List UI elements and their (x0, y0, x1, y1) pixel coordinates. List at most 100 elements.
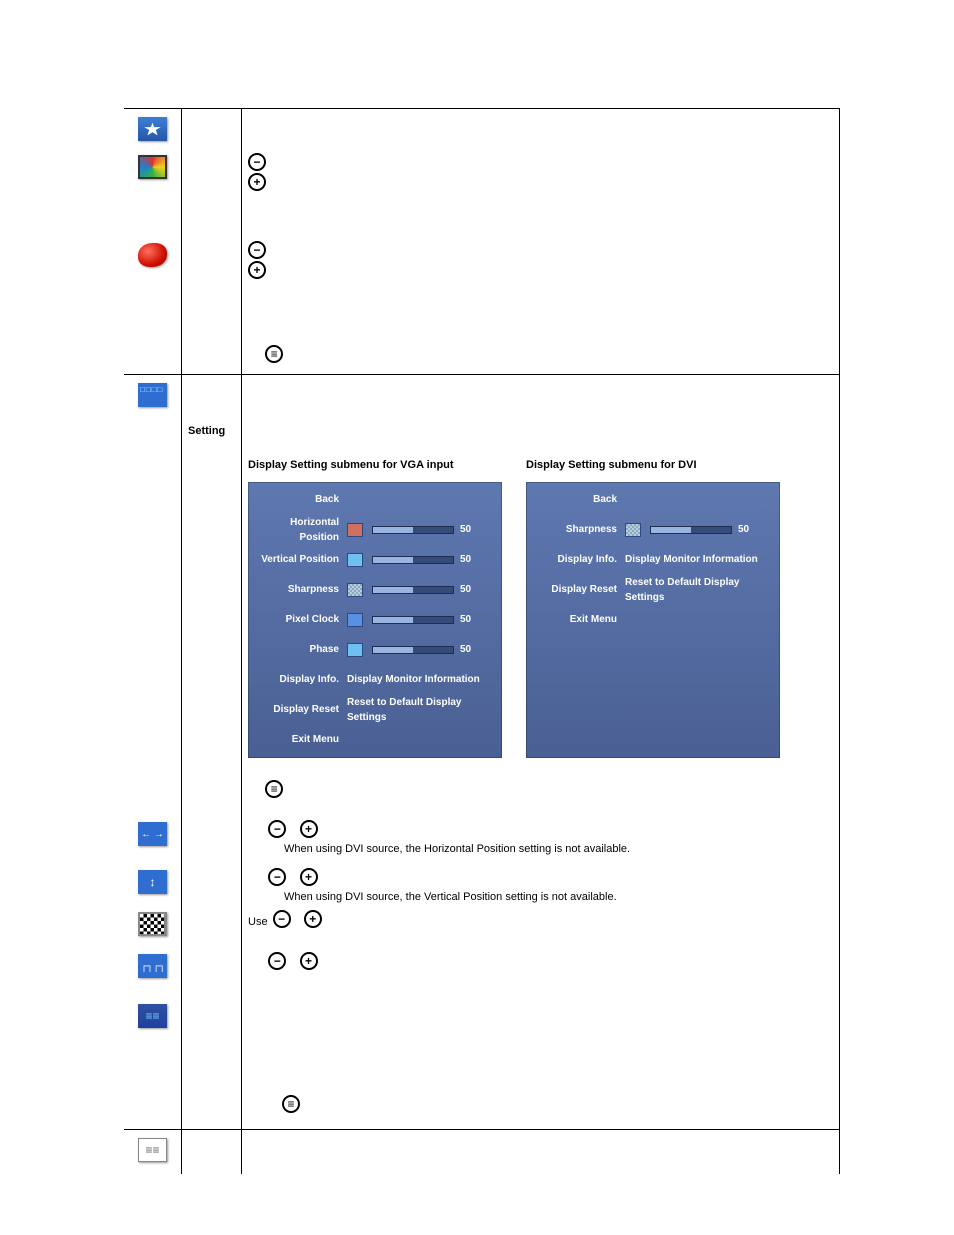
cell-icon (124, 147, 182, 235)
minus-dial-icon (248, 153, 266, 171)
cell-label (182, 996, 242, 1129)
submenu-titles: Display Setting submenu for VGA input Di… (248, 457, 833, 474)
osd-row[interactable]: Display Info.Display Monitor Information (529, 545, 777, 575)
pixel-clock-icon (138, 954, 167, 978)
osd-row-text: Display Monitor Information (347, 672, 499, 687)
phase-icon (138, 1004, 167, 1028)
osd-row-label: Back (529, 492, 625, 507)
cell-label (182, 946, 242, 996)
osd-row-label: Exit Menu (251, 732, 347, 747)
osd-slider[interactable] (372, 646, 454, 654)
osd-row-text: Display Monitor Information (625, 552, 777, 567)
cell-content (242, 235, 839, 325)
hpos-dvi-note: When using DVI source, the Horizontal Po… (248, 843, 630, 855)
menu-dial-icon (282, 1095, 300, 1113)
osd-row[interactable]: Phase50 (251, 635, 499, 665)
cell-icon (124, 862, 182, 904)
osd-slider[interactable] (372, 526, 454, 534)
osd-slider[interactable] (372, 556, 454, 564)
cell-label (182, 235, 242, 325)
osd-row[interactable]: Pixel Clock50 (251, 605, 499, 635)
cell-content (242, 147, 839, 235)
red-mini-icon (347, 523, 363, 537)
cell-content (242, 375, 839, 419)
cell-label (182, 325, 242, 374)
osd-row-text: Reset to Default Display Settings (625, 575, 777, 605)
grid-mini-icon (347, 583, 363, 597)
grid-mini-icon (625, 523, 641, 537)
osd-row[interactable]: Horizontal Position50 (251, 515, 499, 545)
plus-dial-icon (248, 173, 266, 191)
cell-icon (124, 235, 182, 325)
hue-icon (138, 243, 167, 267)
osd-panels: Back Horizontal Position50Vertical Positi… (248, 482, 833, 758)
osd-row[interactable]: Vertical Position50 (251, 545, 499, 575)
osd-row[interactable]: Display Info.Display Monitor Information (251, 665, 499, 695)
row-phase (124, 996, 839, 1130)
minus-plus-dial-icon (248, 241, 266, 279)
plus-dial-icon (300, 820, 318, 838)
cell-icon (124, 325, 182, 374)
osd-slider[interactable] (372, 586, 454, 594)
cell-label (182, 1130, 242, 1174)
osd-row-label: Back (251, 492, 347, 507)
row-vpos: When using DVI source, the Vertical Posi… (124, 862, 839, 904)
row-auto-adjust (124, 109, 839, 147)
osd-row[interactable]: Display ResetReset to Default Display Se… (251, 695, 499, 725)
osd-row-label: Pixel Clock (251, 612, 347, 627)
osd-slider-value: 50 (460, 552, 482, 567)
color-wheel-icon (138, 155, 167, 179)
cell-icon (124, 109, 182, 147)
osd-row-label: Display Reset (251, 702, 347, 717)
osd-row[interactable]: Sharpness50 (251, 575, 499, 605)
osd-row-label: Sharpness (529, 522, 625, 537)
plus-dial-icon (300, 952, 318, 970)
cell-content: Use (242, 904, 839, 946)
hpos-icon (138, 822, 167, 846)
cell-label (182, 147, 242, 235)
row-spacer-menu (124, 325, 839, 375)
minus-dial-icon (268, 952, 286, 970)
plus-dial-icon (248, 261, 266, 279)
cell-content (242, 946, 839, 996)
osd-row[interactable]: Display ResetReset to Default Display Se… (529, 575, 777, 605)
osd-slider[interactable] (372, 616, 454, 624)
osd-row[interactable]: Sharpness50 (529, 515, 777, 545)
cell-icon (124, 375, 182, 419)
osd-row-text: Reset to Default Display Settings (347, 695, 499, 725)
display-setting-icon (138, 383, 167, 407)
cell-content: Display Setting submenu for VGA input Di… (242, 419, 839, 814)
cell-content: When using DVI source, the Horizontal Po… (242, 814, 839, 862)
cell-content (242, 996, 839, 1129)
osd-row-label: Display Reset (529, 582, 625, 597)
osd-row-label: Phase (251, 642, 347, 657)
vpos-icon (138, 870, 167, 894)
use-label: Use (248, 916, 268, 928)
cell-icon (124, 1130, 182, 1174)
cell-icon (124, 419, 182, 814)
osd-row[interactable]: Back (529, 485, 777, 515)
osd-slider[interactable] (650, 526, 732, 534)
phase-mini-icon (347, 643, 363, 657)
row-pixel-clock (124, 946, 839, 996)
osd-row[interactable]: Back (251, 485, 499, 515)
vga-submenu-panel: Back Horizontal Position50Vertical Positi… (248, 482, 502, 758)
osd-row-label: Sharpness (251, 582, 347, 597)
cell-icon (124, 814, 182, 862)
vpos-dvi-note: When using DVI source, the Vertical Posi… (248, 891, 617, 903)
cell-label (182, 862, 242, 904)
row-color-settings (124, 147, 839, 235)
dvi-submenu-panel: BackSharpness50Display Info.Display Moni… (526, 482, 780, 758)
osd-row[interactable]: Exit Menu (251, 725, 499, 755)
minus-dial-icon (273, 910, 291, 928)
menu-dial-icon (265, 345, 283, 363)
row-hpos: When using DVI source, the Horizontal Po… (124, 814, 839, 862)
cell-label: Setting (182, 419, 242, 814)
osd-row-label: Display Info. (529, 552, 625, 567)
osd-row[interactable]: Exit Menu (529, 605, 777, 635)
minus-plus-dial-icon (248, 153, 266, 191)
cell-icon (124, 996, 182, 1129)
row-display-setting-body: Setting Display Setting submenu for VGA … (124, 419, 839, 814)
cell-content: When using DVI source, the Vertical Posi… (242, 862, 839, 904)
cell-label (182, 904, 242, 946)
